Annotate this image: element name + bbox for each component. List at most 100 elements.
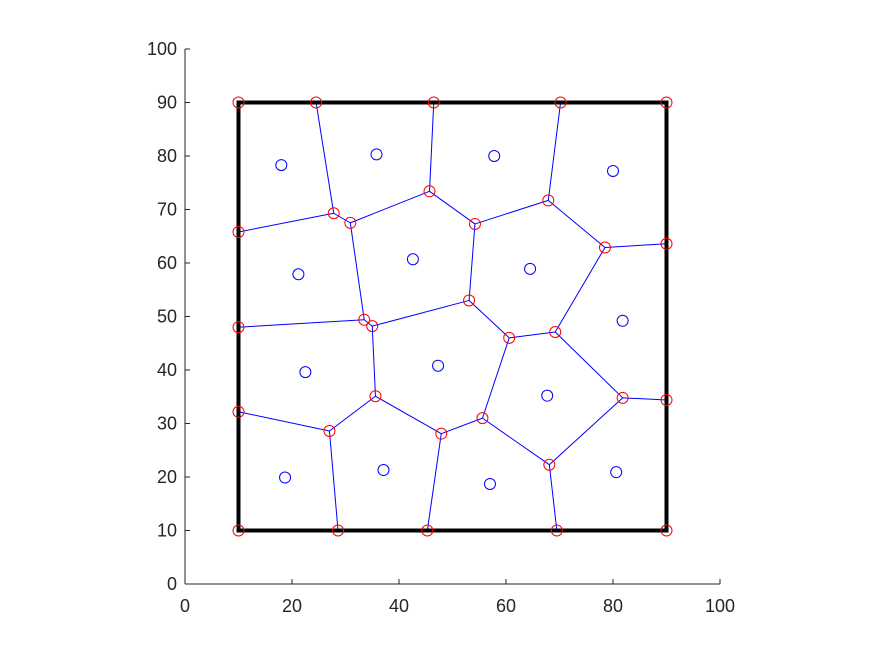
y-tick-label: 40: [157, 360, 177, 380]
seed-point: [406, 253, 419, 266]
seed-point: [541, 389, 554, 402]
seed-point: [275, 159, 288, 172]
seed-point: [370, 148, 383, 161]
voronoi-edge: [328, 430, 339, 531]
vertex-point: [358, 313, 371, 326]
vertex-points: [232, 96, 673, 537]
voronoi-edge: [548, 464, 558, 531]
seed-point: [299, 366, 312, 379]
voronoi-edge: [375, 395, 442, 435]
voronoi-edge: [238, 212, 334, 233]
voronoi-edge: [315, 102, 335, 214]
vertex-point: [503, 331, 516, 344]
vertex-point: [660, 237, 673, 250]
bounding-square: [236, 100, 669, 533]
voronoi-edge: [554, 247, 606, 333]
vertex-point: [542, 194, 555, 207]
voronoi-edge: [474, 199, 549, 225]
vertex-point: [232, 225, 245, 238]
vertex-point: [463, 294, 476, 307]
vertex-point: [468, 217, 481, 230]
vertex-point: [421, 524, 434, 537]
vertex-point: [366, 320, 379, 333]
y-tick-label: 80: [157, 146, 177, 166]
voronoi-edges: [238, 102, 667, 531]
y-tick-label: 20: [157, 467, 177, 487]
y-tick-label: 100: [147, 39, 177, 59]
vertex-point: [232, 524, 245, 537]
voronoi-edge: [238, 319, 365, 328]
voronoi-edge: [482, 417, 550, 466]
voronoi-edge: [372, 299, 470, 327]
bounding-square-outline: [236, 100, 669, 533]
vertex-point: [616, 391, 629, 404]
voronoi-edge: [481, 337, 510, 419]
seed-point: [377, 464, 390, 477]
vertex-point: [660, 96, 673, 109]
y-tick-label: 70: [157, 200, 177, 220]
y-tick-label: 60: [157, 253, 177, 273]
x-tick-label: 100: [705, 596, 735, 616]
vertex-point: [550, 524, 563, 537]
vertex-point: [554, 96, 567, 109]
voronoi-edge: [426, 433, 442, 531]
y-tick-label: 30: [157, 414, 177, 434]
voronoi-edge: [329, 395, 376, 432]
vertex-point: [660, 393, 673, 406]
seed-points: [275, 148, 629, 490]
vertex-point: [323, 424, 336, 437]
axes: [184, 49, 720, 585]
vertex-point: [476, 412, 489, 425]
seed-point: [483, 477, 496, 490]
voronoi-edge: [509, 331, 556, 339]
seed-point: [292, 268, 305, 281]
seed-point: [279, 471, 292, 484]
voronoi-edge: [554, 331, 623, 399]
y-tick-label: 0: [167, 574, 177, 594]
vertex-point: [543, 458, 556, 471]
vertex-point: [369, 390, 382, 403]
x-tick-label: 20: [282, 596, 302, 616]
seed-point: [610, 466, 623, 479]
x-tick-label: 0: [180, 596, 190, 616]
vertex-point: [232, 321, 245, 334]
seed-point: [488, 150, 501, 162]
y-tick-label: 90: [157, 93, 177, 113]
voronoi-edge: [349, 222, 365, 320]
vertex-point: [427, 96, 440, 109]
vertex-point: [332, 524, 345, 537]
voronoi-edge: [371, 326, 376, 397]
ticks: 0 20 40 60 80 100 0 10 20 30 40 50 60 70 80 90 100: [147, 39, 735, 616]
voronoi-edge: [428, 102, 435, 192]
seed-point: [616, 314, 629, 327]
voronoi-edge: [238, 411, 330, 432]
voronoi-edge: [547, 200, 606, 248]
vertex-point: [310, 96, 323, 109]
voronoi-edge: [429, 190, 476, 225]
x-tick-label: 40: [389, 596, 409, 616]
voronoi-edge: [333, 212, 351, 224]
voronoi-edge: [468, 300, 510, 339]
vertex-point: [344, 216, 357, 229]
y-tick-label: 50: [157, 307, 177, 327]
x-tick-label: 60: [496, 596, 516, 616]
vertex-point: [232, 405, 245, 418]
voronoi-edge: [468, 223, 476, 301]
seed-point: [524, 262, 537, 275]
seed-point: [607, 164, 619, 177]
vertex-point: [327, 207, 340, 220]
voronoi-edge: [604, 243, 667, 248]
vertex-point: [598, 241, 611, 254]
voronoi-edge: [547, 102, 562, 201]
voronoi-edge: [548, 397, 623, 466]
vertex-point: [423, 185, 436, 198]
seed-point: [432, 359, 445, 372]
vertex-point: [232, 96, 245, 109]
y-tick-label: 10: [157, 521, 177, 541]
voronoi-edge: [441, 417, 483, 435]
x-tick-label: 80: [603, 596, 623, 616]
vertex-point: [660, 524, 673, 537]
vertex-point: [549, 326, 562, 339]
voronoi-edge: [350, 190, 430, 224]
